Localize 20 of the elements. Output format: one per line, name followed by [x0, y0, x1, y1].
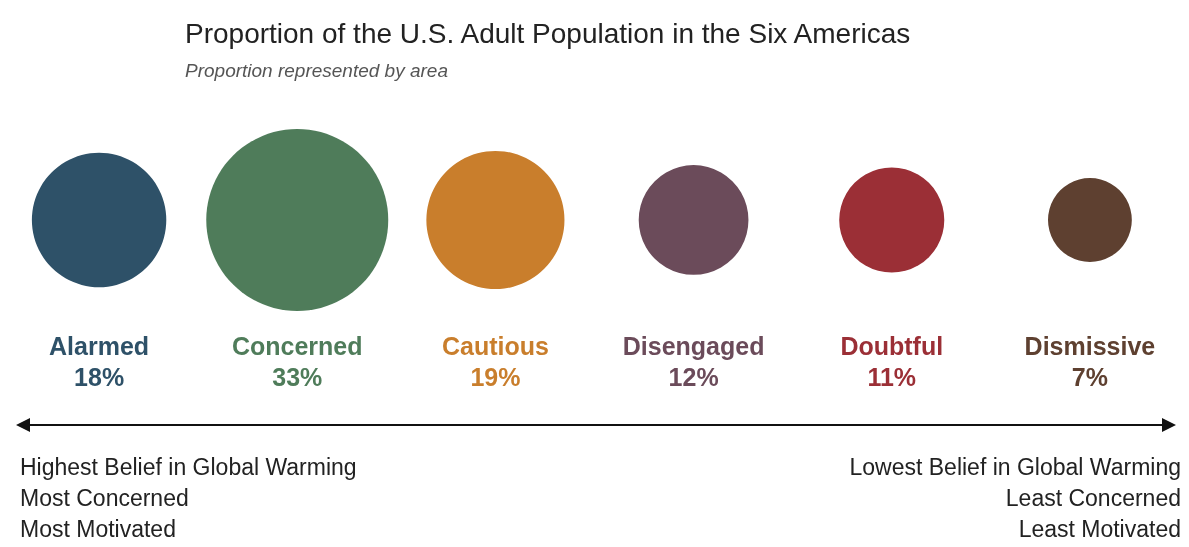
category-label: Concerned [231, 331, 363, 360]
text: Lowest Belief in Global Warming [849, 453, 1181, 482]
category-label: Dismissive [1024, 331, 1156, 360]
category-label: Doubtful [840, 331, 944, 360]
data-label: 18% [74, 362, 125, 391]
text: Most Motivated [20, 515, 177, 544]
text: Highest Belief in Global Warming [20, 453, 357, 482]
text: Least Concerned [1004, 484, 1181, 513]
data-label: 12% [668, 362, 719, 391]
data-label: 33% [272, 362, 323, 391]
text: Proportion of the U.S. Adult Population in the Six Americas [185, 17, 911, 49]
text: Most Concerned [20, 484, 190, 513]
category-label: Alarmed [49, 331, 150, 360]
data-label: 11% [867, 362, 917, 391]
category-label: Cautious [441, 331, 549, 360]
text: Proportion represented by area [185, 60, 448, 81]
text: Least Motivated [1017, 515, 1181, 544]
data-label: 7% [1071, 362, 1108, 391]
data-label: 19% [470, 362, 521, 391]
category-label: Disengaged [622, 331, 765, 360]
